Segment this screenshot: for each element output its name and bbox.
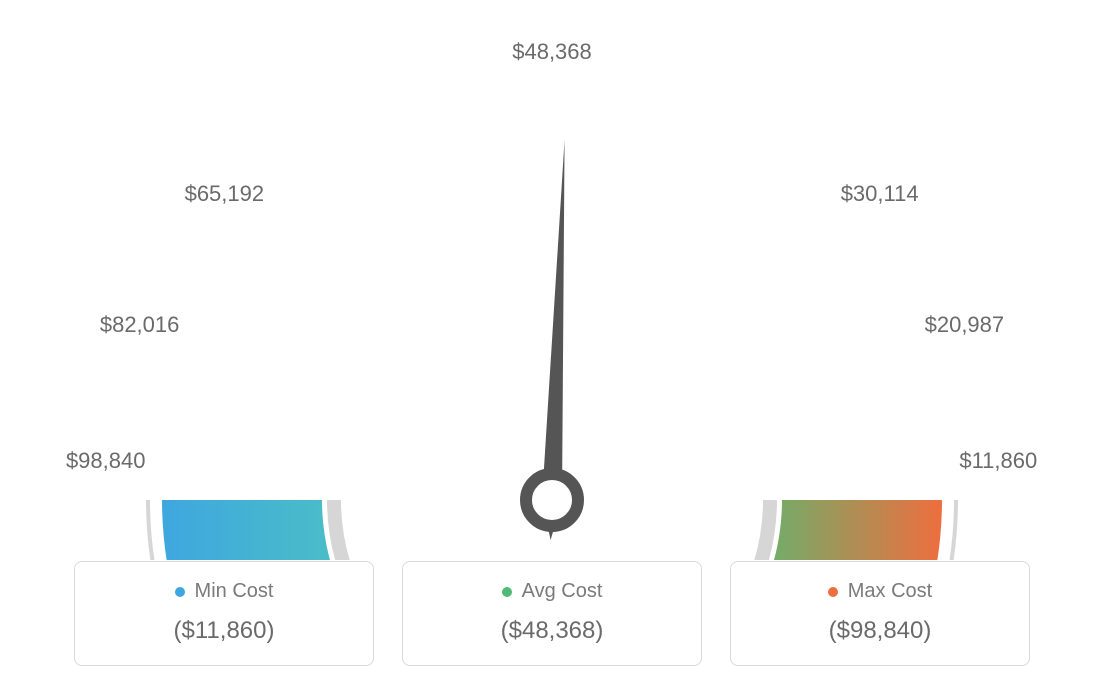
legend-dot-min bbox=[175, 587, 185, 597]
legend-head-max: Max Cost bbox=[828, 580, 932, 603]
legend-value-max: ($98,840) bbox=[829, 617, 932, 645]
legend-title-min: Min Cost bbox=[195, 580, 274, 603]
legend-value-min: ($11,860) bbox=[174, 617, 275, 645]
legend-card-max: Max Cost ($98,840) bbox=[730, 561, 1030, 666]
legend-title-max: Max Cost bbox=[848, 580, 932, 603]
gauge-svg bbox=[0, 0, 1104, 560]
gauge-tick-label: $98,840 bbox=[66, 448, 146, 474]
legend-head-avg: Avg Cost bbox=[502, 580, 603, 603]
gauge-chart: $11,860 $20,987 $30,114 $48,368 $65,192 $82,0… bbox=[0, 0, 1104, 560]
legend-card-avg: Avg Cost ($48,368) bbox=[402, 561, 702, 666]
gauge-tick-label: $48,368 bbox=[512, 39, 592, 65]
gauge-tick-label: $30,114 bbox=[841, 181, 919, 207]
gauge-tick-label: $20,987 bbox=[925, 312, 1005, 338]
legend-dot-avg bbox=[502, 587, 512, 597]
gauge-tick-label: $65,192 bbox=[185, 181, 265, 207]
gauge-tick-label: $82,016 bbox=[100, 312, 180, 338]
legend-dot-max bbox=[828, 587, 838, 597]
legend-card-min: Min Cost ($11,860) bbox=[74, 561, 374, 666]
legend-value-avg: ($48,368) bbox=[501, 617, 604, 645]
gauge-tick-label: $11,860 bbox=[959, 448, 1037, 474]
legend-head-min: Min Cost bbox=[175, 580, 274, 603]
legend-row: Min Cost ($11,860) Avg Cost ($48,368) Ma… bbox=[0, 561, 1104, 666]
legend-title-avg: Avg Cost bbox=[522, 580, 603, 603]
